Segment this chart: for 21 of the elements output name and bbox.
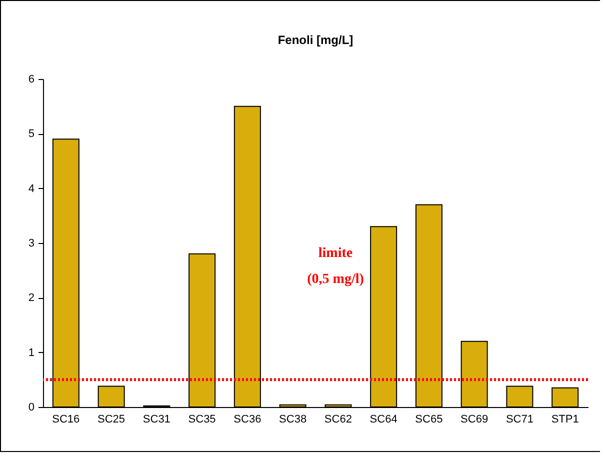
y-tick-label: 1: [28, 346, 34, 359]
x-tick-label: SC71: [506, 414, 534, 426]
y-tick-label: 0: [28, 402, 34, 414]
x-tick-label: SC62: [324, 414, 352, 426]
y-tick-label: 2: [28, 292, 34, 304]
y-tick-label: 4: [28, 182, 34, 195]
x-tick-label: SC25: [98, 414, 126, 426]
x-tick-label: SC69: [460, 414, 488, 426]
y-tick-label: 3: [28, 238, 34, 250]
x-tick-label: SC65: [415, 414, 443, 426]
x-tick-label: SC35: [188, 414, 216, 426]
x-tick-label: SC16: [52, 414, 80, 426]
x-tick-label: STP1: [551, 414, 579, 426]
y-tick-label: 5: [28, 128, 34, 140]
x-tick-label: SC38: [279, 414, 307, 426]
x-tick-label: SC36: [234, 414, 262, 426]
ref-line-label: limite (0,5 mg/l): [307, 246, 364, 287]
y-tick-label: 6: [28, 74, 34, 86]
x-tick-label: SC64: [370, 414, 398, 426]
chart-title: Fenoli [mg/L]: [278, 33, 354, 47]
x-tick-label: SC31: [142, 414, 170, 426]
